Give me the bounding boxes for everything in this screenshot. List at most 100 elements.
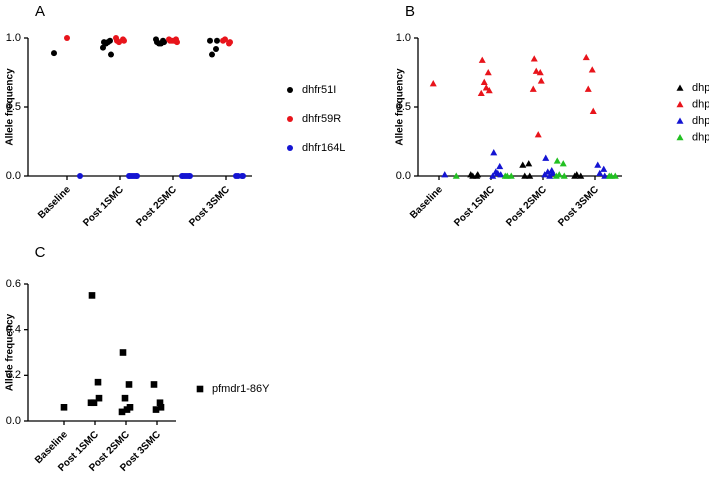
point xyxy=(158,40,164,47)
point xyxy=(100,44,106,51)
point xyxy=(153,36,159,43)
y-axis-label: Allele frequency xyxy=(5,313,16,391)
point xyxy=(126,173,132,179)
legend-marker xyxy=(676,84,684,91)
y-tick-label: 0.0 xyxy=(6,170,21,182)
point xyxy=(108,51,114,58)
point xyxy=(559,160,567,167)
point xyxy=(537,77,545,84)
point xyxy=(503,172,511,179)
point xyxy=(480,78,488,85)
x-tick-label: Post 2SMC xyxy=(134,184,179,229)
x-tick-label: Post 3SMC xyxy=(187,184,232,229)
y-tick-label: 0.0 xyxy=(6,415,21,427)
point xyxy=(125,381,133,388)
y-axis-label: Allele frequency xyxy=(395,68,406,146)
panel-label: B xyxy=(405,3,415,20)
point xyxy=(529,85,537,92)
point xyxy=(88,292,96,299)
point xyxy=(452,172,460,179)
point xyxy=(116,39,122,46)
point xyxy=(489,172,497,179)
point xyxy=(549,169,557,177)
point xyxy=(240,173,246,179)
point xyxy=(113,35,119,41)
x-tick-label: Post 1SMC xyxy=(81,184,126,229)
point xyxy=(474,171,482,178)
legend-marker xyxy=(287,145,293,151)
point xyxy=(582,53,590,61)
point xyxy=(482,84,490,91)
point xyxy=(157,404,165,411)
point xyxy=(179,173,185,179)
point xyxy=(60,404,68,411)
point xyxy=(600,165,608,172)
point xyxy=(553,157,561,164)
legend-marker xyxy=(676,117,684,124)
legend-label: dhfr51I xyxy=(302,84,336,96)
legend-marker xyxy=(287,116,293,122)
legend-label: dhps581G xyxy=(692,131,709,143)
point xyxy=(584,85,592,92)
point xyxy=(477,89,485,96)
point xyxy=(588,66,596,73)
point xyxy=(51,50,57,57)
point xyxy=(166,36,172,43)
point xyxy=(152,406,160,413)
x-tick-label: Baseline xyxy=(36,184,73,221)
point xyxy=(64,35,70,41)
legend-label: pfmdr1-86Y xyxy=(212,383,270,395)
legend-marker xyxy=(287,87,293,93)
y-tick-label: 0.2 xyxy=(6,369,21,381)
point xyxy=(560,172,568,179)
point xyxy=(573,171,581,178)
point xyxy=(94,378,102,386)
point xyxy=(541,171,549,178)
point xyxy=(526,172,534,179)
point xyxy=(596,169,604,177)
point xyxy=(496,162,504,170)
y-tick-label: 1.0 xyxy=(6,32,21,44)
point xyxy=(494,169,502,177)
x-tick-label: Baseline xyxy=(408,184,445,221)
point xyxy=(171,37,177,44)
point xyxy=(156,399,164,407)
point xyxy=(235,173,241,179)
point xyxy=(95,394,103,402)
point xyxy=(441,171,449,178)
point xyxy=(552,172,560,179)
point xyxy=(525,160,533,167)
y-tick-label: 0.5 xyxy=(396,101,411,113)
point xyxy=(213,46,219,53)
y-tick-label: 0.6 xyxy=(6,278,21,290)
point xyxy=(105,39,111,46)
point xyxy=(119,349,127,356)
point xyxy=(521,172,529,179)
point xyxy=(209,51,215,58)
point xyxy=(131,173,137,179)
panel-label: A xyxy=(35,3,45,20)
point xyxy=(478,56,486,63)
legend-label: dhps540E xyxy=(692,115,709,127)
point xyxy=(222,36,228,43)
legend-marker xyxy=(676,134,684,141)
y-tick-label: 1.0 xyxy=(396,32,411,44)
point xyxy=(542,154,550,161)
y-tick-label: 0.4 xyxy=(6,324,21,336)
x-tick-label: Post 1SMC xyxy=(452,184,497,229)
point xyxy=(429,80,437,87)
point xyxy=(121,37,127,44)
point xyxy=(227,39,233,46)
legend-marker xyxy=(676,101,684,108)
point xyxy=(534,131,542,138)
y-tick-label: 0.5 xyxy=(6,101,21,113)
point xyxy=(118,408,126,416)
point xyxy=(87,399,95,407)
point xyxy=(77,173,83,179)
point xyxy=(589,107,597,114)
point xyxy=(594,161,602,168)
point xyxy=(123,406,131,413)
x-tick-label: Post 3SMC xyxy=(556,184,601,229)
point xyxy=(184,173,190,179)
